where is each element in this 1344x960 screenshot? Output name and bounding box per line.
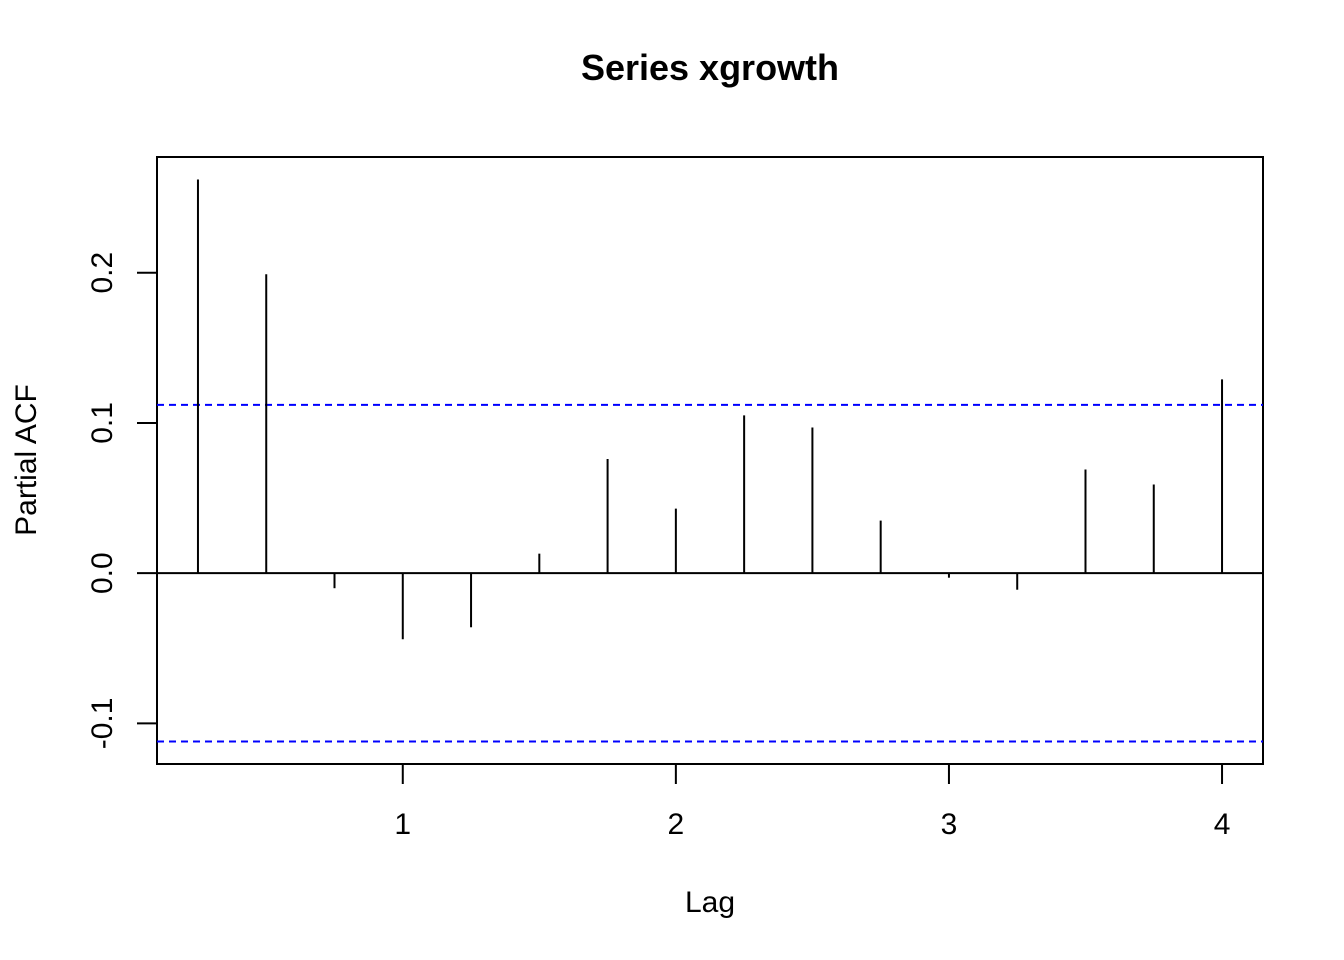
plot-frame [156, 156, 1264, 765]
y-tick-label: 0.0 [86, 552, 119, 594]
pacf-bars [196, 179, 1224, 640]
y-tick-label: 0.2 [86, 252, 119, 294]
x-tick-label: 1 [394, 808, 411, 841]
y-tick-label: 0.1 [86, 402, 119, 444]
chart-title: Series xgrowth [581, 47, 839, 88]
x-tick-label: 4 [1214, 808, 1231, 841]
x-tick-label: 2 [668, 808, 685, 841]
x-tick-label: 3 [941, 808, 958, 841]
x-axis-label: Lag [685, 886, 735, 919]
y-axis: -0.1 0.0 0.1 0.2 [86, 252, 157, 749]
y-tick-label: -0.1 [86, 698, 119, 750]
x-axis: 1 2 3 4 [394, 764, 1230, 841]
y-axis-label: Partial ACF [10, 384, 43, 536]
confidence-bounds [157, 403, 1263, 743]
